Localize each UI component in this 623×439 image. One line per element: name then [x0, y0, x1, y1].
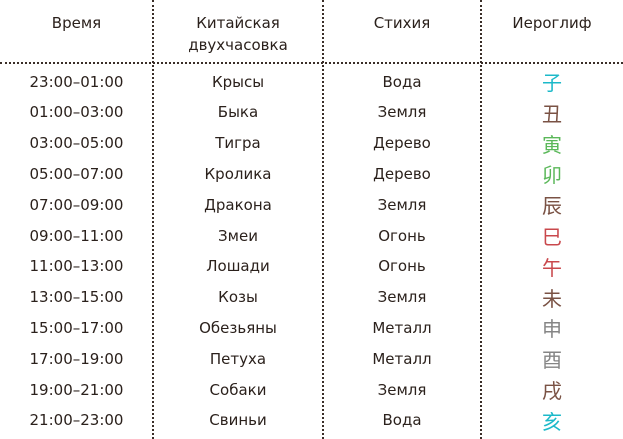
- time-cell: 23:00–01:00: [29, 72, 124, 91]
- chinese-hour-cell: Змеи: [218, 226, 258, 245]
- header-glyph: Иероглиф: [512, 14, 592, 32]
- glyph-cell: 亥: [542, 409, 562, 434]
- chinese-hour-cell: Свиньи: [209, 411, 267, 430]
- table-row: 19:00–21:00 Собаки Земля 戌: [0, 374, 623, 405]
- column-divider: [322, 0, 324, 439]
- table-row: 05:00–07:00 Кролика Дерево 卯: [0, 158, 623, 189]
- header-chinese-hour: Китайская двухчасовка: [153, 12, 323, 56]
- time-cell: 21:00–23:00: [29, 411, 124, 430]
- chinese-hour-cell: Козы: [218, 288, 258, 307]
- time-cell: 07:00–09:00: [29, 195, 124, 214]
- header-time: Время: [51, 14, 102, 32]
- element-cell: Дерево: [373, 164, 431, 183]
- time-cell: 03:00–05:00: [29, 134, 124, 153]
- table-row: 15:00–17:00 Обезьяны Металл 申: [0, 312, 623, 343]
- chinese-hour-cell: Собаки: [209, 380, 267, 399]
- chinese-hour-cell: Петуха: [209, 349, 267, 368]
- chinese-hour-cell: Лошади: [206, 257, 270, 276]
- header-chinese-hour-line2: двухчасовка: [188, 36, 288, 54]
- table-row: 11:00–13:00 Лошади Огонь 午: [0, 251, 623, 282]
- chinese-hour-cell: Крысы: [211, 72, 265, 91]
- element-cell: Вода: [382, 72, 422, 91]
- glyph-cell: 辰: [542, 194, 562, 219]
- element-cell: Дерево: [373, 134, 431, 153]
- element-cell: Земля: [377, 195, 427, 214]
- element-cell: Земля: [377, 380, 427, 399]
- element-cell: Металл: [372, 349, 432, 368]
- table-row: 09:00–11:00 Змеи Огонь 巳: [0, 220, 623, 251]
- table-row: 17:00–19:00 Петуха Металл 酉: [0, 343, 623, 374]
- glyph-cell: 卯: [542, 163, 562, 188]
- element-cell: Вода: [382, 411, 422, 430]
- header-element: Стихия: [373, 14, 431, 32]
- glyph-cell: 巳: [542, 225, 562, 249]
- header-divider: [0, 62, 623, 64]
- table-row: 21:00–23:00 Свиньи Вода 亥: [0, 405, 623, 436]
- chinese-hour-cell: Обезьяны: [199, 318, 277, 337]
- glyph-cell: 午: [542, 255, 562, 280]
- chinese-hour-cell: Кролика: [204, 164, 272, 183]
- time-cell: 01:00–03:00: [29, 103, 124, 122]
- glyph-cell: 丑: [542, 101, 562, 126]
- table-row: 01:00–03:00 Быка Земля 丑: [0, 97, 623, 128]
- glyph-cell: 寅: [542, 132, 562, 157]
- table-row: 23:00–01:00 Крысы Вода 子: [0, 66, 623, 97]
- time-cell: 11:00–13:00: [29, 257, 124, 276]
- time-cell: 17:00–19:00: [29, 349, 124, 368]
- chinese-hour-cell: Дракона: [204, 195, 272, 214]
- element-cell: Металл: [372, 318, 432, 337]
- table-row: 07:00–09:00 Дракона Земля 辰: [0, 189, 623, 220]
- chinese-hour-cell: Быка: [217, 103, 259, 122]
- time-cell: 09:00–11:00: [29, 226, 124, 245]
- header-chinese-hour-line1: Китайская: [196, 14, 280, 32]
- glyph-cell: 戌: [542, 379, 562, 403]
- element-cell: Огонь: [378, 226, 426, 245]
- time-cell: 19:00–21:00: [29, 380, 124, 399]
- time-cell: 15:00–17:00: [29, 318, 124, 337]
- glyph-cell: 未: [542, 286, 562, 311]
- element-cell: Земля: [377, 288, 427, 307]
- column-divider: [480, 0, 482, 439]
- column-divider: [152, 0, 154, 439]
- element-cell: Земля: [377, 103, 427, 122]
- chinese-hour-cell: Тигра: [215, 134, 261, 153]
- table-row: 03:00–05:00 Тигра Дерево 寅: [0, 128, 623, 159]
- element-cell: Огонь: [378, 257, 426, 276]
- glyph-cell: 申: [542, 317, 562, 342]
- time-cell: 05:00–07:00: [29, 164, 124, 183]
- glyph-cell: 子: [542, 71, 562, 95]
- table-row: 13:00–15:00 Козы Земля 未: [0, 282, 623, 313]
- time-cell: 13:00–15:00: [29, 288, 124, 307]
- glyph-cell: 酉: [542, 348, 562, 373]
